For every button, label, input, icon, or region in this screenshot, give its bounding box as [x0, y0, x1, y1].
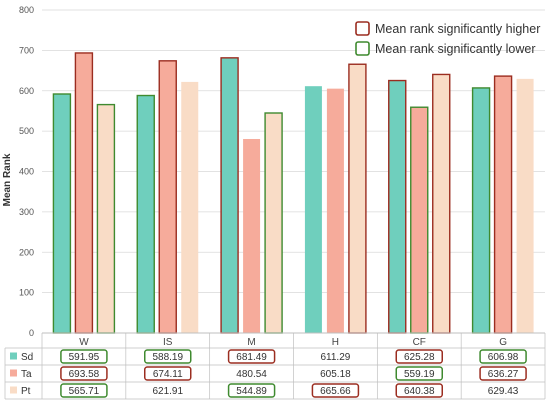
- grid: [42, 9, 545, 334]
- significance-box-lower: [227, 383, 276, 398]
- y-tick-label: 200: [19, 247, 34, 257]
- data-label: 544.89: [236, 386, 267, 397]
- row-label-ta: Ta: [21, 369, 32, 380]
- y-tick-label: 400: [19, 167, 34, 177]
- significance-box-higher: [60, 366, 108, 381]
- data-label: 559.19: [404, 369, 435, 380]
- data-label: 681.49: [236, 352, 267, 363]
- data-table: Sd 591.95 588.19 681.49 611.29 625.28 606.98 Ta…: [4, 332, 546, 400]
- row-swatch-sd: [10, 352, 17, 360]
- bar-sd-h: [304, 86, 322, 333]
- significance-box-lower: [60, 383, 108, 398]
- data-label: 621.91: [152, 386, 183, 397]
- significance-box-higher: [395, 383, 443, 398]
- bar-pt-m: [264, 112, 283, 334]
- bar-ta-g: [493, 75, 513, 334]
- bar-ta-cf: [410, 106, 429, 334]
- data-label: 611.29: [320, 352, 350, 363]
- significance-box-lower: [144, 349, 192, 364]
- x-tick-label: IS: [163, 337, 173, 348]
- data-label: 605.18: [320, 369, 351, 380]
- bar-sd-w: [52, 93, 72, 334]
- bar-pt-is: [181, 81, 199, 333]
- data-label: 588.19: [152, 352, 183, 363]
- data-label: 591.95: [69, 352, 100, 363]
- bar-ta-h: [326, 88, 344, 334]
- x-tick-label: W: [79, 337, 89, 348]
- bar-ta-w: [74, 52, 94, 334]
- data-label: 640.38: [404, 386, 435, 397]
- bars: W IS M H CF G: [52, 52, 534, 348]
- x-tick-label: G: [499, 337, 507, 348]
- x-tick-label: H: [332, 337, 339, 348]
- bar-pt-h: [348, 63, 367, 334]
- significance-box-higher: [479, 366, 527, 381]
- data-label: 665.66: [320, 386, 351, 397]
- significance-box-lower: [395, 366, 443, 381]
- y-tick-label: 800: [19, 5, 34, 15]
- y-tick-label: 600: [19, 86, 34, 96]
- bar-sd-m: [220, 57, 239, 334]
- row-swatch-ta: [10, 369, 17, 377]
- data-label: 674.11: [153, 369, 183, 380]
- data-label: 606.98: [488, 352, 519, 363]
- legend-label-lower: Mean rank significantly lower: [375, 42, 536, 56]
- bar-sd-g: [471, 87, 491, 334]
- legend: Mean rank significantly higher Mean rank…: [355, 21, 540, 56]
- y-tick-label: 100: [19, 288, 34, 298]
- legend-label-higher: Mean rank significantly higher: [375, 22, 540, 36]
- bar-pt-g: [516, 78, 534, 333]
- y-tick-label: 0: [29, 328, 34, 338]
- significance-box-higher: [395, 349, 443, 364]
- x-tick-label: M: [247, 337, 255, 348]
- bar-pt-w: [96, 103, 116, 334]
- legend-swatch-higher: [355, 21, 370, 36]
- y-tick-label: 500: [19, 126, 34, 136]
- bar-sd-cf: [388, 79, 407, 334]
- bar-ta-m: [243, 138, 261, 333]
- y-axis: 0 100 200 300 400 500 600 700 800: [19, 5, 34, 338]
- significance-box-higher: [227, 349, 276, 364]
- x-tick-label: CF: [413, 337, 426, 348]
- bar-ta-is: [158, 60, 177, 334]
- bar-pt-cf: [432, 73, 451, 334]
- y-axis-label: Mean Rank: [2, 153, 13, 206]
- significance-box-lower: [60, 349, 108, 364]
- data-label: 636.27: [488, 369, 519, 380]
- row-label-sd: Sd: [21, 352, 33, 363]
- significance-box-higher: [311, 383, 360, 398]
- y-tick-label: 300: [19, 207, 34, 217]
- data-label: 565.71: [69, 386, 100, 397]
- significance-box-lower: [479, 349, 527, 364]
- data-label: 693.58: [69, 369, 100, 380]
- y-tick-label: 700: [19, 45, 34, 55]
- row-label-pt: Pt: [21, 386, 31, 397]
- data-label: 480.54: [236, 369, 267, 380]
- row-swatch-pt: [10, 386, 17, 394]
- data-label: 629.43: [488, 386, 519, 397]
- bar-sd-is: [136, 94, 155, 334]
- legend-swatch-lower: [355, 41, 370, 56]
- data-label: 625.28: [404, 352, 435, 363]
- significance-box-higher: [144, 366, 192, 381]
